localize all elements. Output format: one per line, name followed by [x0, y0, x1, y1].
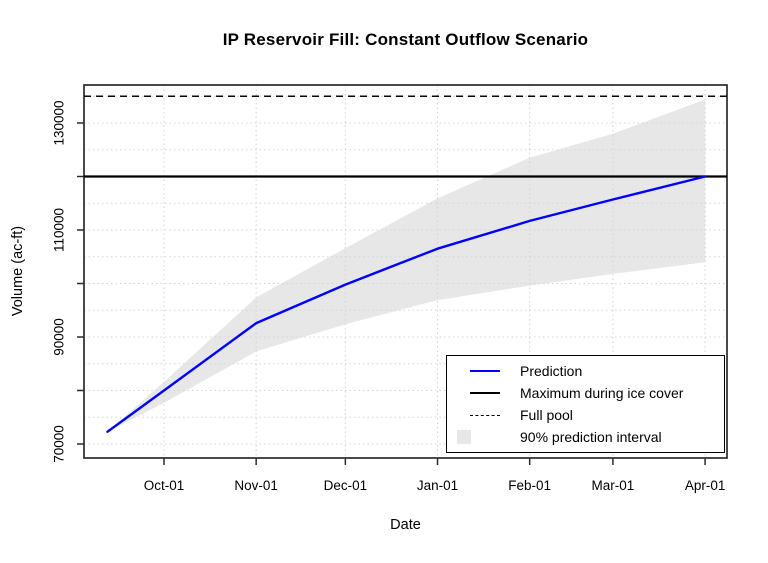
x-tick-label: Nov-01	[234, 478, 278, 493]
legend-item-full-pool: Full pool	[447, 405, 724, 426]
legend-item-prediction-interval: 90% prediction interval	[447, 427, 724, 448]
legend-label-full-pool: Full pool	[520, 407, 573, 423]
full-pool-line-sample	[470, 414, 500, 416]
legend-label-max-ice-cover: Maximum during ice cover	[520, 385, 684, 401]
x-tick-label: Dec-01	[323, 478, 368, 493]
max-ice-cover-line-sample	[470, 392, 500, 394]
legend-item-max-ice-cover: Maximum during ice cover	[447, 383, 724, 404]
legend-label-prediction: Prediction	[520, 363, 583, 379]
y-tick-label: 110000	[51, 207, 67, 253]
prediction-line-sample	[470, 370, 500, 372]
plot-box	[83, 84, 728, 459]
legend-item-prediction: Prediction	[447, 361, 724, 382]
x-axis-title: Date	[390, 517, 421, 533]
y-tick-label: 90000	[51, 318, 67, 356]
y-tick-label: 130000	[51, 100, 67, 146]
prediction-interval-band	[107, 99, 706, 432]
prediction-line	[106, 175, 707, 433]
legend-label-prediction-interval: 90% prediction interval	[520, 429, 662, 445]
x-tick-label: Feb-01	[508, 478, 552, 493]
x-tick-label: Jan-01	[416, 478, 459, 493]
x-tick-label: Apr-01	[684, 478, 726, 493]
y-tick-label: 70000	[51, 425, 67, 463]
prediction-interval-swatch	[457, 430, 471, 444]
x-tick-label: Mar-01	[591, 478, 635, 493]
x-tick-label: Oct-01	[143, 478, 185, 493]
chart-title: IP Reservoir Fill: Constant Outflow Scen…	[222, 30, 589, 49]
legend: Prediction Maximum during ice cover Full…	[446, 355, 725, 453]
